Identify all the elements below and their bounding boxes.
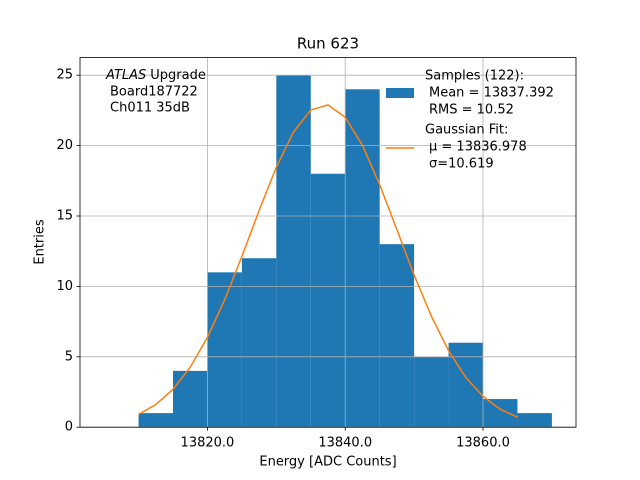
x-axis-label: Energy [ADC Counts]: [259, 455, 396, 470]
annotation: Board187722: [110, 85, 198, 100]
y-tick-label: 15: [56, 209, 73, 224]
bar: [138, 413, 173, 428]
legend-label: Gaussian Fit:: [425, 123, 508, 138]
legend-patch: [386, 88, 414, 98]
annotation-text: Upgrade: [150, 68, 206, 83]
y-axis-label: Entries: [33, 219, 48, 265]
bar: [241, 258, 277, 428]
bar: [345, 89, 380, 428]
bar: [173, 370, 208, 428]
bar: [414, 356, 449, 428]
legend-label: Mean = 13837.392: [429, 86, 554, 101]
bar: [379, 244, 415, 428]
bar: [207, 272, 242, 428]
legend-label: μ = 13836.978: [429, 140, 527, 155]
bar: [517, 413, 552, 428]
annotation: Ch011 35dB: [110, 101, 190, 116]
bar: [448, 342, 483, 428]
y-tick-label: 25: [56, 68, 73, 83]
bar: [310, 173, 346, 428]
bar: [483, 399, 518, 428]
chart-title: Run 623: [297, 35, 359, 53]
legend-label: Samples (122):: [425, 69, 524, 84]
x-tick-label: 13860.0: [456, 436, 510, 451]
legend-label: RMS = 10.52: [429, 103, 514, 118]
y-tick-label: 0: [65, 420, 73, 435]
fit-line: [138, 104, 518, 418]
plot-frame: [79, 57, 577, 428]
y-tick-label: 20: [56, 138, 73, 153]
legend-label: σ=10.619: [429, 157, 494, 172]
y-tick-label: 5: [65, 349, 73, 364]
x-tick-label: 13840.0: [318, 436, 372, 451]
bar: [276, 75, 311, 428]
x-tick-label: 13820.0: [181, 436, 235, 451]
y-tick-label: 10: [56, 279, 73, 294]
annotation: ATLAS Upgrade: [105, 68, 206, 83]
annotation-italic: ATLAS: [105, 68, 146, 83]
